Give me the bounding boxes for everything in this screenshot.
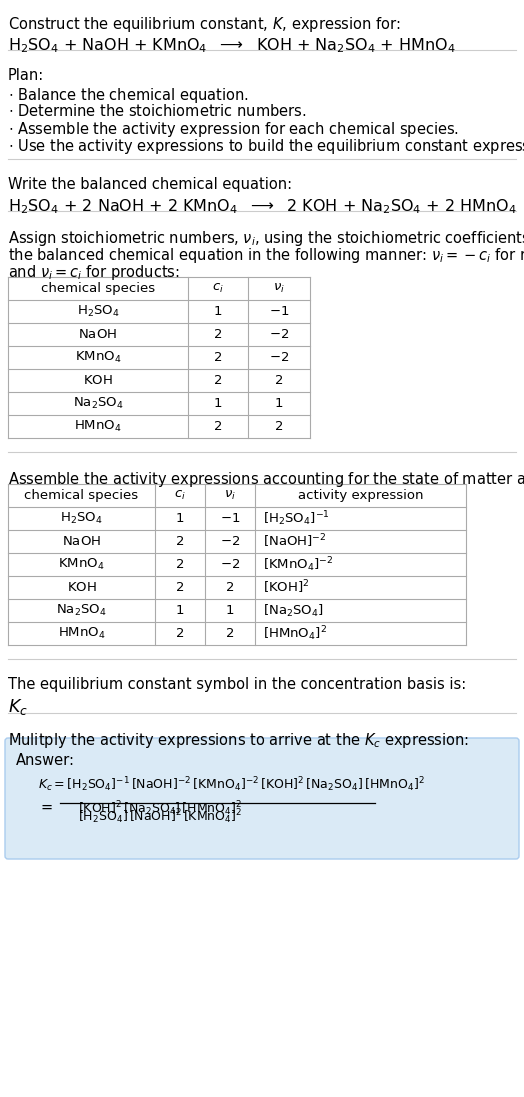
Text: $[\mathrm{H_2SO_4}]\,[\mathrm{NaOH}]^{2}\,[\mathrm{KMnO_4}]^{2}$: $[\mathrm{H_2SO_4}]\,[\mathrm{NaOH}]^{2}… — [78, 807, 243, 826]
Text: $\nu_i$: $\nu_i$ — [224, 489, 236, 502]
Text: $-2$: $-2$ — [269, 351, 289, 364]
Text: $\mathrm{KMnO_4}$: $\mathrm{KMnO_4}$ — [75, 350, 121, 365]
Text: $\mathrm{KOH}$: $\mathrm{KOH}$ — [67, 581, 96, 593]
Text: $2$: $2$ — [275, 374, 283, 387]
Text: $\mathrm{HMnO_4}$: $\mathrm{HMnO_4}$ — [74, 419, 122, 434]
Text: $[\mathrm{KOH}]^{2}$: $[\mathrm{KOH}]^{2}$ — [263, 579, 310, 597]
Text: 1: 1 — [176, 604, 184, 617]
Text: $2$: $2$ — [275, 420, 283, 433]
Text: $K_c$: $K_c$ — [8, 697, 28, 717]
Text: $\mathrm{H_2SO_4}$ + NaOH + $\mathrm{KMnO_4}$  $\longrightarrow$  KOH + $\mathrm: $\mathrm{H_2SO_4}$ + NaOH + $\mathrm{KMn… — [8, 36, 455, 55]
Text: the balanced chemical equation in the following manner: $\nu_i = -c_i$ for react: the balanced chemical equation in the fo… — [8, 246, 524, 265]
Text: 2: 2 — [214, 351, 222, 364]
Text: Assign stoichiometric numbers, $\nu_i$, using the stoichiometric coefficients, $: Assign stoichiometric numbers, $\nu_i$, … — [8, 229, 524, 248]
Text: 1: 1 — [214, 305, 222, 318]
Text: $-1$: $-1$ — [269, 305, 289, 318]
FancyBboxPatch shape — [5, 738, 519, 859]
Text: 2: 2 — [176, 558, 184, 572]
Text: $[\mathrm{Na_2SO_4}]$: $[\mathrm{Na_2SO_4}]$ — [263, 602, 324, 619]
Text: and $\nu_i = c_i$ for products:: and $\nu_i = c_i$ for products: — [8, 263, 180, 282]
Text: $\mathrm{KMnO_4}$: $\mathrm{KMnO_4}$ — [58, 557, 105, 572]
Text: $-2$: $-2$ — [220, 558, 240, 572]
Text: 2: 2 — [176, 581, 184, 593]
Text: $\cdot$ Assemble the activity expression for each chemical species.: $\cdot$ Assemble the activity expression… — [8, 120, 459, 139]
Text: Construct the equilibrium constant, $K$, expression for:: Construct the equilibrium constant, $K$,… — [8, 15, 401, 34]
Text: The equilibrium constant symbol in the concentration basis is:: The equilibrium constant symbol in the c… — [8, 677, 466, 692]
Text: $1$: $1$ — [275, 397, 283, 410]
Text: $=$: $=$ — [38, 799, 53, 814]
Text: $\mathrm{HMnO_4}$: $\mathrm{HMnO_4}$ — [58, 626, 105, 641]
Text: $\nu_i$: $\nu_i$ — [273, 282, 285, 295]
Text: 1: 1 — [176, 512, 184, 525]
Text: $[\mathrm{KOH}]^{2}\,[\mathrm{Na_2SO_4}]\,[\mathrm{HMnO_4}]^{2}$: $[\mathrm{KOH}]^{2}\,[\mathrm{Na_2SO_4}]… — [78, 799, 243, 817]
Text: $-2$: $-2$ — [220, 535, 240, 548]
Text: $\mathrm{H_2SO_4}$: $\mathrm{H_2SO_4}$ — [77, 304, 119, 319]
Text: Plan:: Plan: — [8, 68, 44, 83]
Text: $[\mathrm{NaOH}]^{-2}$: $[\mathrm{NaOH}]^{-2}$ — [263, 533, 326, 551]
Text: $c_i$: $c_i$ — [212, 282, 224, 295]
Text: Assemble the activity expressions accounting for the state of matter and $\nu_i$: Assemble the activity expressions accoun… — [8, 470, 524, 489]
Text: 2: 2 — [176, 535, 184, 548]
Text: chemical species: chemical species — [41, 282, 155, 295]
Text: 2: 2 — [214, 374, 222, 387]
Text: $\cdot$ Determine the stoichiometric numbers.: $\cdot$ Determine the stoichiometric num… — [8, 103, 307, 118]
Text: $-2$: $-2$ — [269, 328, 289, 341]
Text: $c_i$: $c_i$ — [174, 489, 186, 502]
Text: $\cdot$ Balance the chemical equation.: $\cdot$ Balance the chemical equation. — [8, 86, 249, 105]
Text: $-1$: $-1$ — [220, 512, 240, 525]
Text: $\mathrm{Na_2SO_4}$: $\mathrm{Na_2SO_4}$ — [73, 396, 123, 411]
Text: $[\mathrm{HMnO_4}]^{2}$: $[\mathrm{HMnO_4}]^{2}$ — [263, 624, 327, 643]
Text: $\cdot$ Use the activity expressions to build the equilibrium constant expressio: $\cdot$ Use the activity expressions to … — [8, 137, 524, 156]
Text: $K_c = [\mathrm{H_2SO_4}]^{-1}$$\,[\mathrm{NaOH}]^{-2}$$\,[\mathrm{KMnO_4}]^{-2}: $K_c = [\mathrm{H_2SO_4}]^{-1}$$\,[\math… — [38, 774, 425, 794]
Text: $\mathrm{H_2SO_4}$: $\mathrm{H_2SO_4}$ — [60, 511, 103, 527]
Text: 2: 2 — [214, 328, 222, 341]
Text: 2: 2 — [214, 420, 222, 433]
Text: $1$: $1$ — [225, 604, 235, 617]
Text: $\mathrm{NaOH}$: $\mathrm{NaOH}$ — [62, 535, 101, 548]
Text: $\mathrm{Na_2SO_4}$: $\mathrm{Na_2SO_4}$ — [56, 603, 107, 618]
Text: chemical species: chemical species — [25, 489, 138, 502]
Text: $[\mathrm{KMnO_4}]^{-2}$: $[\mathrm{KMnO_4}]^{-2}$ — [263, 555, 333, 574]
Text: $2$: $2$ — [225, 581, 235, 593]
Text: Write the balanced chemical equation:: Write the balanced chemical equation: — [8, 177, 292, 192]
Text: $2$: $2$ — [225, 627, 235, 640]
Text: 2: 2 — [176, 627, 184, 640]
Text: $\mathrm{H_2SO_4}$ + 2 NaOH + 2 $\mathrm{KMnO_4}$  $\longrightarrow$  2 KOH + $\: $\mathrm{H_2SO_4}$ + 2 NaOH + 2 $\mathrm… — [8, 197, 517, 216]
Text: $[\mathrm{H_2SO_4}]^{-1}$: $[\mathrm{H_2SO_4}]^{-1}$ — [263, 509, 330, 528]
Text: activity expression: activity expression — [298, 489, 423, 502]
Text: $\mathrm{NaOH}$: $\mathrm{NaOH}$ — [79, 328, 117, 341]
Text: $\mathrm{KOH}$: $\mathrm{KOH}$ — [83, 374, 113, 387]
Text: Answer:: Answer: — [16, 753, 75, 768]
Text: 1: 1 — [214, 397, 222, 410]
Text: Mulitply the activity expressions to arrive at the $K_c$ expression:: Mulitply the activity expressions to arr… — [8, 731, 469, 750]
